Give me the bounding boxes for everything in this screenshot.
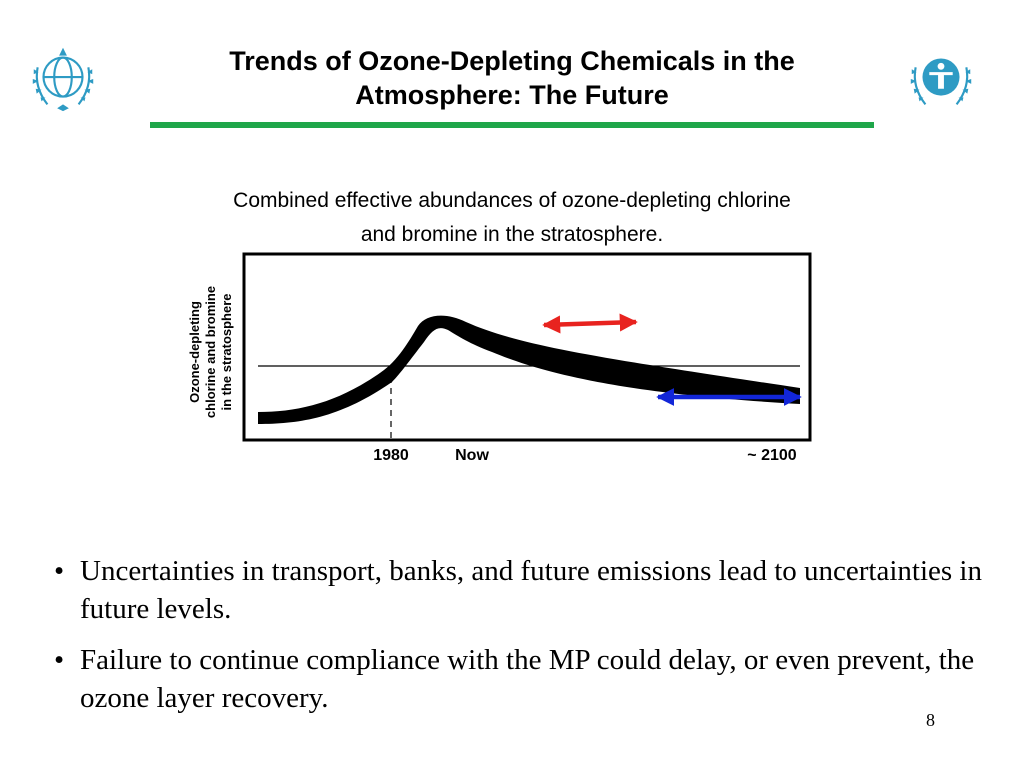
bullet-item: • Uncertainties in transport, banks, and… bbox=[52, 552, 982, 628]
plot-frame bbox=[242, 252, 812, 442]
chart-title-line-2: and bromine in the stratosphere. bbox=[360, 223, 664, 246]
x-tick-now: Now bbox=[455, 447, 489, 464]
chart-title: Combined effective abundances of ozone-d… bbox=[150, 184, 874, 252]
unep-emblem-icon bbox=[910, 58, 972, 106]
x-tick-1980: 1980 bbox=[373, 447, 409, 464]
slide-title: Trends of Ozone-Depleting Chemicals in t… bbox=[150, 44, 874, 112]
bullet-text: Failure to continue compliance with the … bbox=[80, 644, 975, 714]
wmo-emblem-icon bbox=[32, 47, 94, 112]
chart-title-line-1: Combined effective abundances of ozone-d… bbox=[233, 189, 791, 212]
red-uncertainty-arrow bbox=[542, 313, 638, 334]
slide-title-line-2: Atmosphere: The Future bbox=[355, 80, 669, 110]
page-number: 8 bbox=[926, 710, 935, 730]
bullet-dot-icon: • bbox=[54, 555, 65, 587]
bullet-dot-icon: • bbox=[54, 644, 65, 676]
slide-title-line-1: Trends of Ozone-Depleting Chemicals in t… bbox=[229, 46, 795, 76]
bullet-text: Uncertainties in transport, banks, and f… bbox=[80, 555, 982, 625]
title-underline bbox=[150, 122, 874, 128]
abundance-band bbox=[258, 315, 800, 424]
bullet-item: • Failure to continue compliance with th… bbox=[52, 641, 982, 717]
x-tick-2100: ~ 2100 bbox=[747, 447, 797, 464]
bullet-list: • Uncertainties in transport, banks, and… bbox=[52, 552, 982, 730]
